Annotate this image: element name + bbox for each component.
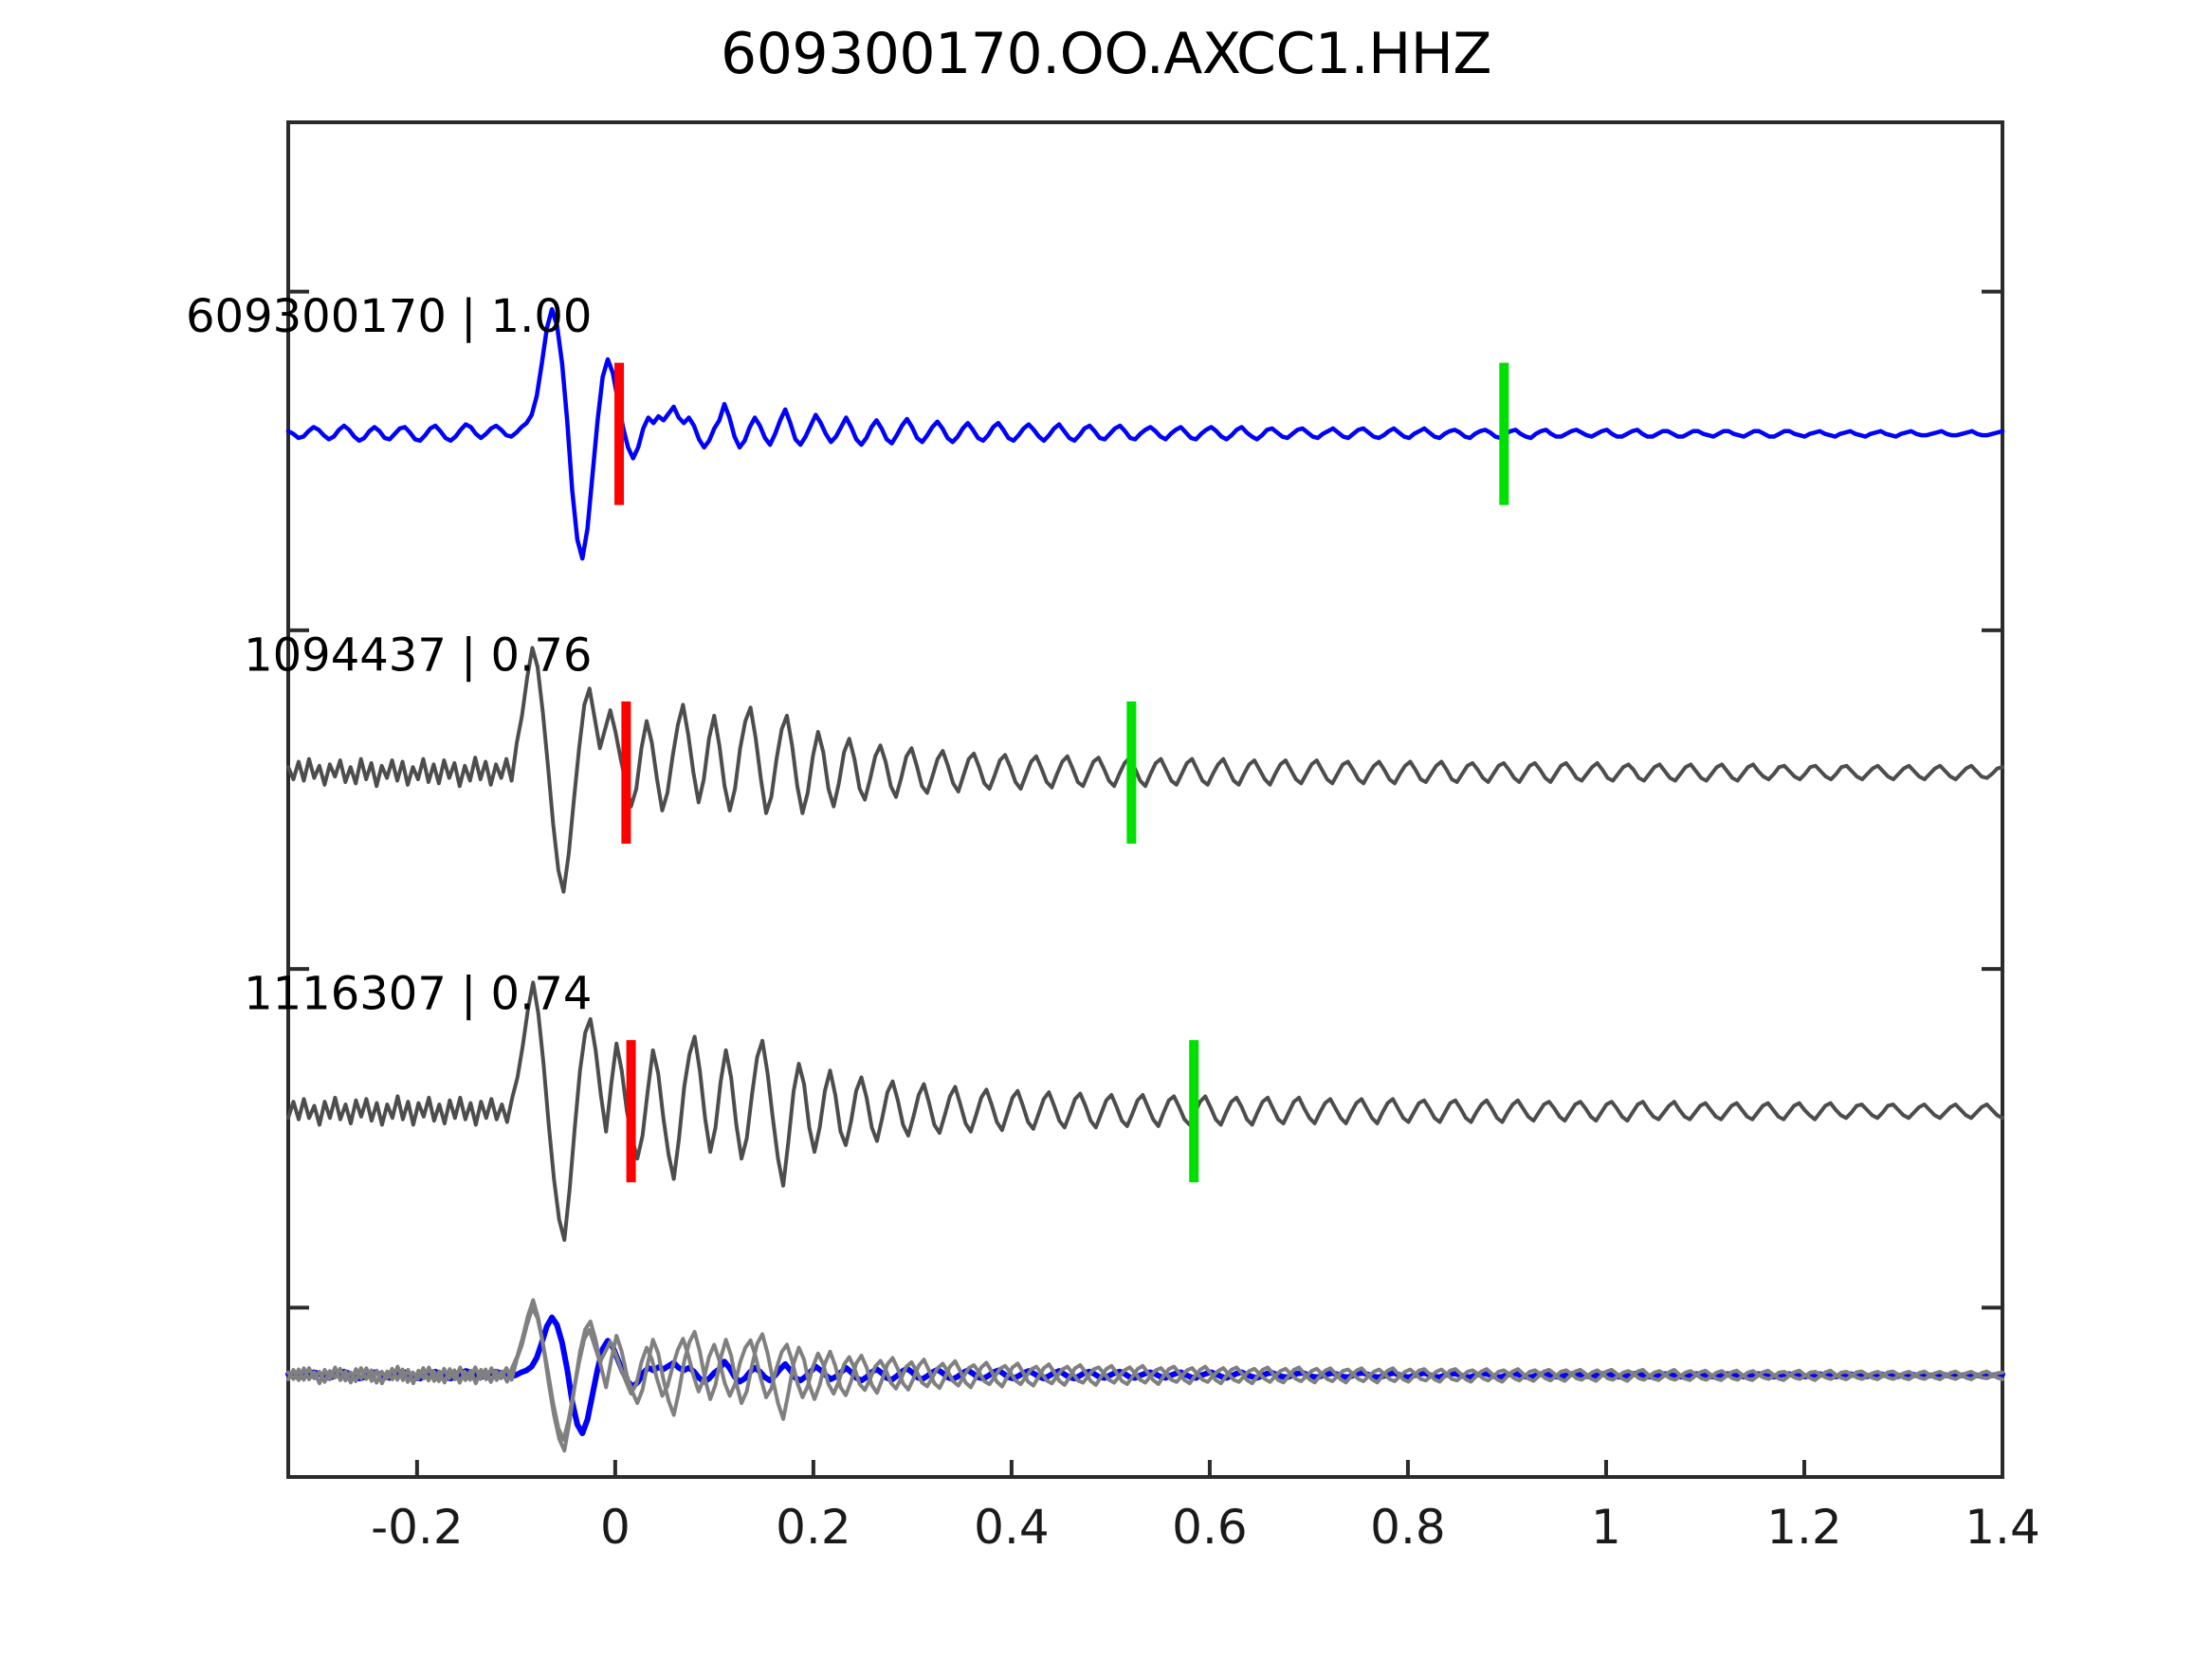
x-tick-label: 0.2 (776, 1500, 851, 1555)
x-tick-label: 1.2 (1766, 1500, 1842, 1555)
waveform-trace (286, 646, 2004, 894)
trace-label: 1116307 | 0.74 (244, 968, 592, 1021)
trace-label-group: 609300170 | 1.00 1094437 | 0.76 1116307 | … (186, 290, 592, 1021)
pick-secondary-marker[interactable] (1499, 362, 1509, 505)
page-title: 609300170.OO.AXCC1.HHZ (721, 21, 1491, 87)
x-tick-label: 1.4 (1965, 1500, 2040, 1555)
pick-marker-group (614, 362, 1509, 1183)
trace-group (285, 306, 2005, 1242)
x-tick-label: 0 (600, 1500, 631, 1555)
trace-label: 1094437 | 0.76 (244, 629, 592, 682)
pick-secondary-marker[interactable] (1189, 1040, 1199, 1183)
x-tick-label: 1 (1591, 1500, 1621, 1555)
pick-secondary-marker[interactable] (1126, 701, 1137, 844)
plot-frame (286, 120, 2004, 1479)
pick-primary-marker[interactable] (621, 701, 631, 844)
y-axis-ticks (288, 289, 2002, 1310)
trace-label: 609300170 | 1.00 (186, 290, 592, 343)
pick-primary-marker[interactable] (614, 362, 625, 505)
x-axis-ticks: -0.2 0 0.2 0.4 0.6 0.8 1 1.2 1.4 (371, 1460, 2040, 1555)
x-tick-label: 0.8 (1370, 1500, 1446, 1555)
overlay-trace-group (285, 1298, 2005, 1453)
x-tick-label: -0.2 (371, 1500, 464, 1555)
x-tick-label: 0.4 (974, 1500, 1050, 1555)
pick-primary-marker[interactable] (626, 1040, 636, 1183)
overlay-trace (286, 1298, 2004, 1453)
x-tick-label: 0.6 (1172, 1500, 1248, 1555)
overlay-trace (285, 1314, 2005, 1436)
waveform-trace (286, 980, 2004, 1242)
waveform-trace (285, 306, 2005, 561)
